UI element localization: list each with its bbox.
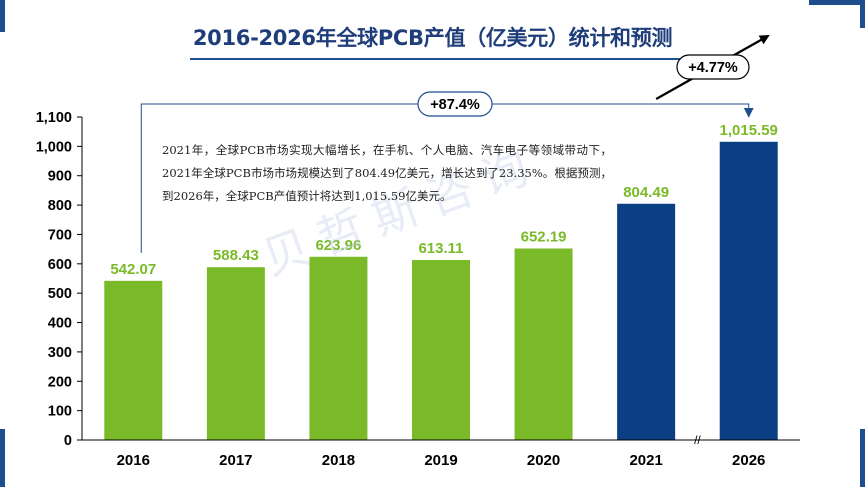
y-tick-label: 600 bbox=[48, 257, 72, 273]
corner-decoration-bottom-right bbox=[860, 429, 865, 487]
y-tick-label: 400 bbox=[48, 316, 72, 332]
corner-decoration-bottom-left bbox=[0, 429, 5, 487]
y-tick-label: 800 bbox=[48, 198, 72, 214]
x-tick-label: 2016 bbox=[117, 452, 150, 469]
growth-label-total: +87.4% bbox=[430, 97, 480, 113]
y-tick-label: 700 bbox=[48, 227, 72, 243]
bar-2017 bbox=[206, 267, 265, 440]
data-label-2016: 542.07 bbox=[110, 261, 156, 278]
corner-decoration-top-right-bar bbox=[860, 0, 865, 28]
title-underline bbox=[190, 58, 685, 60]
data-label-2018: 623.96 bbox=[315, 237, 361, 254]
y-tick-label: 1,100 bbox=[36, 110, 72, 126]
bar-2026 bbox=[719, 141, 778, 441]
bar-2019 bbox=[412, 259, 470, 440]
data-label-2019: 613.11 bbox=[418, 240, 463, 257]
y-tick-label: 100 bbox=[48, 404, 72, 420]
growth-badge-cagr bbox=[676, 54, 750, 80]
bar-2020 bbox=[514, 248, 573, 440]
data-label-2021: 804.49 bbox=[623, 184, 669, 201]
data-label-2017: 588.43 bbox=[213, 247, 259, 264]
bar-2018 bbox=[309, 256, 368, 440]
x-tick-label: 2026 bbox=[732, 452, 765, 469]
y-tick-label: 200 bbox=[48, 374, 72, 390]
y-tick-label: 0 bbox=[64, 433, 72, 449]
x-tick-label: 2019 bbox=[424, 452, 457, 469]
corner-decoration-top-right bbox=[809, 0, 865, 5]
x-tick-label: 2021 bbox=[629, 452, 662, 469]
data-label-2026: 1,015.59 bbox=[720, 122, 778, 139]
chart-title: 2016-2026年全球PCB产值（亿美元）统计和预测 bbox=[192, 26, 673, 50]
y-tick-label: 1,000 bbox=[36, 139, 72, 155]
y-tick-label: 500 bbox=[48, 286, 72, 302]
x-tick-label: 2018 bbox=[322, 452, 355, 469]
chart-description: 2021年，全球PCB市场实现大幅增长，在手机、个人电脑、汽车电子等领域带动下，… bbox=[162, 143, 612, 203]
growth-label-cagr: +4.77% bbox=[688, 60, 738, 76]
bar-2016 bbox=[104, 280, 163, 440]
axis-break-marker: // bbox=[694, 433, 701, 447]
x-tick-label: 2020 bbox=[527, 452, 560, 469]
bar-2021 bbox=[617, 203, 676, 440]
x-tick-label: 2017 bbox=[219, 452, 252, 469]
y-tick-label: 900 bbox=[48, 169, 72, 185]
y-tick-label: 300 bbox=[48, 345, 72, 361]
data-label-2020: 652.19 bbox=[521, 228, 567, 245]
growth-badge-total bbox=[417, 91, 493, 117]
corner-decoration-top-left bbox=[0, 0, 5, 32]
